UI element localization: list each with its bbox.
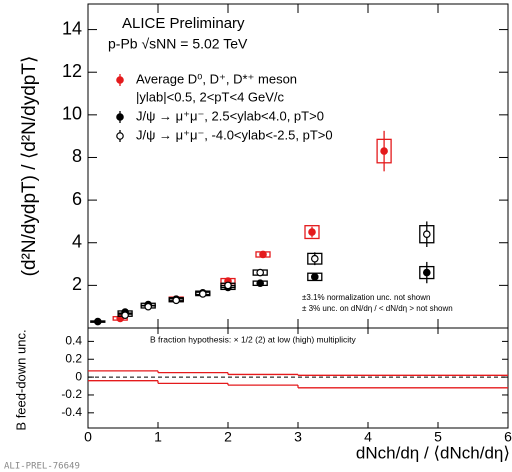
annotation: ±3.1% normalization unc. not shown — [302, 293, 430, 302]
legend-label: J/ψ → μ⁺μ⁻, 2.5<ylab<4.0, pT>0 — [136, 108, 324, 123]
marker — [256, 268, 265, 277]
y-tick-label: 2 — [72, 274, 82, 294]
legend-marker — [116, 76, 124, 84]
y-tick-label: -0.4 — [61, 405, 82, 419]
y-tick-label: 8 — [72, 146, 82, 166]
marker — [224, 281, 232, 290]
x-tick-label: 6 — [504, 429, 512, 445]
y-tick-label: 14 — [62, 18, 82, 38]
legend-label: Average D⁰, D⁺, D*⁺ meson — [136, 71, 297, 86]
legend-label: J/ψ → μ⁺μ⁻, -4.0<ylab<-2.5, pT>0 — [136, 127, 333, 142]
x-tick-label: 1 — [154, 429, 162, 445]
marker — [422, 268, 431, 277]
legend-marker — [116, 113, 124, 121]
x-tick-label: 0 — [84, 429, 92, 445]
marker — [422, 230, 431, 239]
y-axis-title: (d²N/dydpT) / ⟨d²N/dydpT⟩ — [19, 56, 40, 277]
marker — [256, 279, 265, 288]
x-tick-label: 4 — [364, 429, 372, 445]
y-tick-label: 10 — [62, 104, 82, 124]
x-axis-title: dNch/dη / ⟨dNch/dη⟩ — [356, 443, 510, 462]
sys-box — [304, 225, 320, 240]
marker — [259, 250, 267, 259]
marker — [380, 147, 388, 155]
marker — [94, 317, 102, 326]
x-tick-label: 5 — [434, 429, 442, 445]
y-tick-label: 0 — [75, 369, 82, 383]
marker — [121, 311, 129, 320]
annotation: ± 3% unc. on dN/dη / < dN/dη > not shown — [302, 304, 453, 313]
x-tick-label: 3 — [294, 429, 302, 445]
marker — [308, 228, 316, 236]
y-tick-label: 0.2 — [65, 351, 82, 365]
y-tick-label: 12 — [62, 61, 82, 81]
marker — [144, 302, 153, 311]
marker — [310, 254, 319, 263]
main-frame — [87, 3, 509, 329]
y-tick-label: 0.4 — [65, 334, 82, 348]
marker — [172, 296, 181, 305]
legend-marker — [116, 132, 124, 140]
y-tick-label: 4 — [72, 231, 82, 251]
annotation: p-Pb √sNN = 5.02 TeV — [108, 36, 248, 52]
x-tick-label: 2 — [224, 429, 232, 445]
marker — [199, 290, 207, 298]
watermark: ALI-PREL-76649 — [4, 462, 80, 472]
legend-note: |ylab|<0.5, 2<pT<4 GeV/c — [136, 89, 285, 104]
annotation: B fraction hypothesis: × 1/2 (2) at low … — [150, 334, 356, 344]
marker — [310, 273, 319, 281]
y-tick-label: 6 — [72, 189, 82, 209]
lower-y-axis-title: B feed-down unc. — [13, 329, 28, 430]
y-tick-label: -0.2 — [61, 387, 82, 401]
annotation: ALICE Preliminary — [122, 15, 245, 32]
